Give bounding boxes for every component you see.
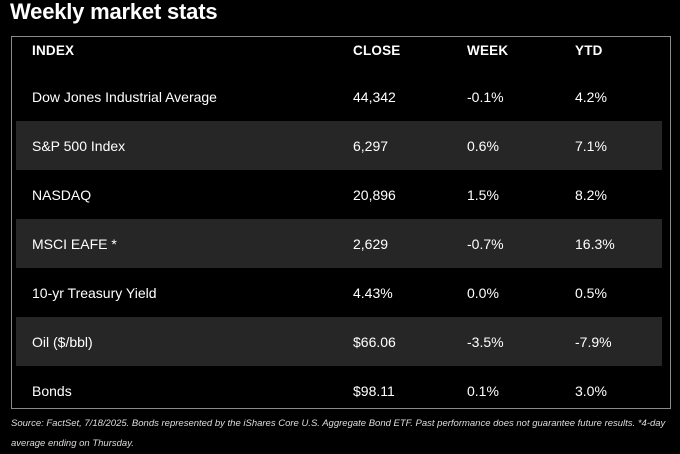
page-title: Weekly market stats <box>10 0 218 24</box>
stats-table: INDEX CLOSE WEEK YTD Dow Jones Industria… <box>16 37 662 415</box>
row-index-name: 10-yr Treasury Yield <box>32 285 157 301</box>
row-week-change: 0.0% <box>467 285 499 301</box>
table-row: Bonds $98.11 0.1% 3.0% <box>16 366 662 415</box>
row-week-change: 0.6% <box>467 138 499 154</box>
row-week-change: -0.7% <box>467 236 504 252</box>
row-close-value: 44,342 <box>353 89 396 105</box>
row-week-change: 0.1% <box>467 383 499 399</box>
table-row: Dow Jones Industrial Average 44,342 -0.1… <box>16 72 662 121</box>
row-close-value: 6,297 <box>353 138 389 154</box>
row-ytd-change: 7.1% <box>575 138 607 154</box>
row-week-change: 1.5% <box>467 187 499 203</box>
row-ytd-change: 8.2% <box>575 187 607 203</box>
row-close-value: 20,896 <box>353 187 396 203</box>
source-footnote: Source: FactSet, 7/18/2025. Bonds repres… <box>11 418 666 449</box>
table-row: 10-yr Treasury Yield 4.43% 0.0% 0.5% <box>16 268 662 317</box>
row-index-name: S&P 500 Index <box>32 138 126 154</box>
row-index-name: Bonds <box>32 383 72 399</box>
row-ytd-change: 4.2% <box>575 89 607 105</box>
row-close-value: $98.11 <box>353 383 395 399</box>
stats-table-frame: INDEX CLOSE WEEK YTD Dow Jones Industria… <box>11 36 671 409</box>
column-header-index: INDEX <box>32 43 75 58</box>
table-row: S&P 500 Index 6,297 0.6% 7.1% <box>16 121 662 170</box>
row-week-change: -3.5% <box>467 334 504 350</box>
row-index-name: NASDAQ <box>32 187 92 203</box>
row-week-change: -0.1% <box>467 89 504 105</box>
table-row: Oil ($/bbl) $66.06 -3.5% -7.9% <box>16 317 662 366</box>
column-header-week: WEEK <box>467 43 509 58</box>
row-ytd-change: 0.5% <box>575 285 607 301</box>
row-ytd-change: 16.3% <box>575 236 615 252</box>
column-header-ytd: YTD <box>575 43 603 58</box>
row-ytd-change: -7.9% <box>575 334 612 350</box>
column-header-close: CLOSE <box>353 43 401 58</box>
row-index-name: Dow Jones Industrial Average <box>32 89 217 105</box>
row-index-name: Oil ($/bbl) <box>32 334 93 350</box>
row-ytd-change: 3.0% <box>575 383 607 399</box>
row-close-value: 2,629 <box>353 236 389 252</box>
row-close-value: 4.43% <box>353 285 393 301</box>
row-index-name: MSCI EAFE * <box>32 236 117 252</box>
table-row: MSCI EAFE * 2,629 -0.7% 16.3% <box>16 219 662 268</box>
table-header-row: INDEX CLOSE WEEK YTD <box>16 37 662 72</box>
row-close-value: $66.06 <box>353 334 396 350</box>
table-row: NASDAQ 20,896 1.5% 8.2% <box>16 170 662 219</box>
